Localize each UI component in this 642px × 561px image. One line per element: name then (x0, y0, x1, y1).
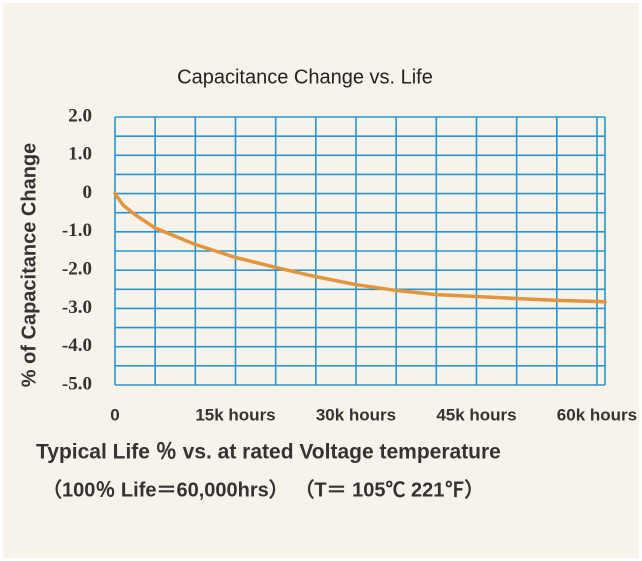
y-tick-label: -2.0 (62, 259, 92, 280)
x-tick-label: 15k hours (195, 405, 275, 424)
caption: （100％ Life＝60,000hrs） （T＝ 105℃ 221℉） (42, 478, 484, 501)
caption: Typical Life ％ vs. at rated Voltage temp… (36, 441, 501, 464)
y-tick-label: 2.0 (68, 105, 92, 126)
background (3, 3, 639, 558)
y-tick-label: -5.0 (62, 373, 92, 394)
x-tick-label: 30k hours (316, 405, 396, 424)
x-tick-label: 60k hours (557, 405, 637, 424)
y-tick-label: -3.0 (62, 297, 92, 318)
x-tick-label: 45k hours (436, 405, 516, 424)
y-axis-label: % of Capacitance Change (18, 143, 40, 388)
y-tick-label: -4.0 (62, 335, 92, 356)
y-tick-label: 0 (83, 182, 93, 203)
x-tick-label: 0 (110, 405, 119, 424)
y-tick-label: 1.0 (68, 144, 92, 165)
data-line (113, 191, 607, 304)
y-tick-label: -1.0 (62, 220, 92, 241)
chart-title: Capacitance Change vs. Life (177, 66, 433, 88)
